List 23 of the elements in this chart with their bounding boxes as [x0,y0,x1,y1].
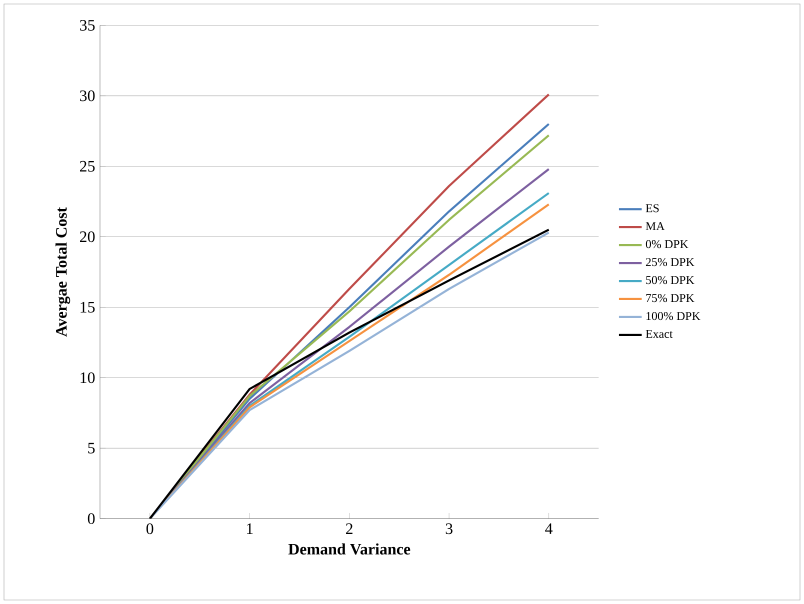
legend-label: Exact [646,330,673,338]
x-tick-label: 1 [247,523,253,534]
y-axis-title: Avergae Total Cost [56,207,70,337]
legend-label: ES [646,204,659,212]
y-tick-label: 30 [80,90,95,102]
legend-label: 0% DPK [646,240,688,248]
y-tick-label: 35 [80,20,95,31]
x-axis-title: Demand Variance [288,543,410,555]
legend-label: 100% DPK [646,312,700,320]
legend-label: 50% DPK [646,276,694,284]
y-tick-label: 5 [88,442,95,454]
y-tick-label: 20 [80,231,95,242]
x-tick-label: 2 [346,523,352,534]
legend-label: MA [646,222,665,230]
x-tick-label: 0 [146,523,154,534]
y-tick-label: 15 [80,302,95,313]
legend-label: 25% DPK [646,258,694,266]
x-tick-label: 4 [545,523,553,534]
legend-label: 75% DPK [646,294,694,302]
y-tick-label: 25 [80,160,95,172]
x-tick-label: 3 [446,523,452,534]
y-tick-label: 0 [88,513,95,524]
y-tick-label: 10 [80,372,95,384]
